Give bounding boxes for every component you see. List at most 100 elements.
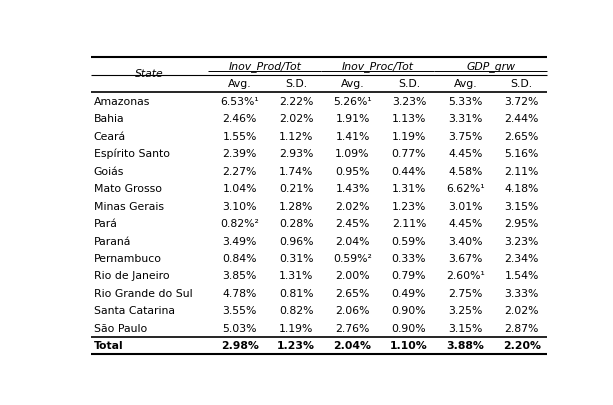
Text: 1.23%: 1.23% bbox=[392, 201, 426, 211]
Text: Rio Grande do Sul: Rio Grande do Sul bbox=[94, 288, 192, 298]
Text: 2.11%: 2.11% bbox=[392, 219, 426, 228]
Text: 1.19%: 1.19% bbox=[279, 323, 313, 333]
Text: 1.09%: 1.09% bbox=[335, 149, 370, 159]
Text: State: State bbox=[135, 69, 164, 79]
Text: GDP_grw: GDP_grw bbox=[466, 61, 515, 72]
Text: 0.59%²: 0.59%² bbox=[333, 254, 372, 263]
Text: 0.77%: 0.77% bbox=[392, 149, 426, 159]
Text: 0.33%: 0.33% bbox=[392, 254, 426, 263]
Text: 3.67%: 3.67% bbox=[448, 254, 482, 263]
Text: 1.12%: 1.12% bbox=[279, 131, 313, 141]
Text: 1.31%: 1.31% bbox=[392, 184, 426, 194]
Text: Inov_Prod/Tot: Inov_Prod/Tot bbox=[229, 61, 302, 72]
Text: 1.41%: 1.41% bbox=[335, 131, 370, 141]
Text: Goiás: Goiás bbox=[94, 166, 124, 176]
Text: 1.28%: 1.28% bbox=[279, 201, 313, 211]
Text: Santa Catarina: Santa Catarina bbox=[94, 306, 175, 315]
Text: 0.21%: 0.21% bbox=[279, 184, 313, 194]
Text: 0.28%: 0.28% bbox=[279, 219, 313, 228]
Text: 0.59%: 0.59% bbox=[392, 236, 426, 246]
Text: 3.72%: 3.72% bbox=[504, 96, 539, 107]
Text: 1.54%: 1.54% bbox=[504, 271, 539, 281]
Text: 3.31%: 3.31% bbox=[448, 114, 482, 124]
Text: 3.49%: 3.49% bbox=[223, 236, 257, 246]
Text: 2.76%: 2.76% bbox=[335, 323, 370, 333]
Text: Rio de Janeiro: Rio de Janeiro bbox=[94, 271, 169, 281]
Text: 0.49%: 0.49% bbox=[392, 288, 426, 298]
Text: Avg.: Avg. bbox=[454, 79, 477, 89]
Text: 0.96%: 0.96% bbox=[279, 236, 313, 246]
Text: Ceará: Ceará bbox=[94, 131, 126, 141]
Text: 2.65%: 2.65% bbox=[504, 131, 539, 141]
Text: 3.40%: 3.40% bbox=[448, 236, 482, 246]
Text: Pará: Pará bbox=[94, 219, 118, 228]
Text: 6.53%¹: 6.53%¹ bbox=[221, 96, 259, 107]
Text: Minas Gerais: Minas Gerais bbox=[94, 201, 164, 211]
Text: Espírito Santo: Espírito Santo bbox=[94, 149, 170, 159]
Text: 2.75%: 2.75% bbox=[448, 288, 482, 298]
Text: 1.55%: 1.55% bbox=[223, 131, 257, 141]
Text: 3.10%: 3.10% bbox=[223, 201, 257, 211]
Text: 3.55%: 3.55% bbox=[223, 306, 257, 315]
Text: 3.25%: 3.25% bbox=[448, 306, 482, 315]
Text: 1.19%: 1.19% bbox=[392, 131, 426, 141]
Text: 0.90%: 0.90% bbox=[392, 323, 426, 333]
Text: Mato Grosso: Mato Grosso bbox=[94, 184, 162, 194]
Text: S.D.: S.D. bbox=[398, 79, 420, 89]
Text: 2.20%: 2.20% bbox=[503, 341, 541, 350]
Text: 3.23%: 3.23% bbox=[504, 236, 539, 246]
Text: 0.84%: 0.84% bbox=[223, 254, 257, 263]
Text: 0.31%: 0.31% bbox=[279, 254, 313, 263]
Text: 4.18%: 4.18% bbox=[504, 184, 539, 194]
Text: 1.43%: 1.43% bbox=[335, 184, 370, 194]
Text: 1.91%: 1.91% bbox=[335, 114, 370, 124]
Text: 6.62%¹: 6.62%¹ bbox=[446, 184, 485, 194]
Text: Bahia: Bahia bbox=[94, 114, 124, 124]
Text: São Paulo: São Paulo bbox=[94, 323, 147, 333]
Text: 2.04%: 2.04% bbox=[333, 341, 371, 350]
Text: 4.58%: 4.58% bbox=[448, 166, 482, 176]
Text: 2.39%: 2.39% bbox=[223, 149, 257, 159]
Text: 2.02%: 2.02% bbox=[504, 306, 539, 315]
Text: 1.10%: 1.10% bbox=[390, 341, 428, 350]
Text: 0.82%: 0.82% bbox=[279, 306, 313, 315]
Text: 3.15%: 3.15% bbox=[504, 201, 539, 211]
Text: Total: Total bbox=[94, 341, 123, 350]
Text: 2.45%: 2.45% bbox=[335, 219, 370, 228]
Text: 4.78%: 4.78% bbox=[223, 288, 257, 298]
Text: 0.95%: 0.95% bbox=[335, 166, 370, 176]
Text: 2.06%: 2.06% bbox=[335, 306, 370, 315]
Text: 2.44%: 2.44% bbox=[504, 114, 539, 124]
Text: 1.31%: 1.31% bbox=[279, 271, 313, 281]
Text: 1.13%: 1.13% bbox=[392, 114, 426, 124]
Text: 3.23%: 3.23% bbox=[392, 96, 426, 107]
Text: 2.27%: 2.27% bbox=[223, 166, 257, 176]
Text: Paraná: Paraná bbox=[94, 236, 131, 246]
Text: 5.03%: 5.03% bbox=[223, 323, 257, 333]
Text: 2.11%: 2.11% bbox=[504, 166, 539, 176]
Text: 0.90%: 0.90% bbox=[392, 306, 426, 315]
Text: Pernambuco: Pernambuco bbox=[94, 254, 162, 263]
Text: S.D.: S.D. bbox=[285, 79, 307, 89]
Text: Amazonas: Amazonas bbox=[94, 96, 150, 107]
Text: 0.44%: 0.44% bbox=[392, 166, 426, 176]
Text: Avg.: Avg. bbox=[228, 79, 251, 89]
Text: 2.46%: 2.46% bbox=[223, 114, 257, 124]
Text: 2.87%: 2.87% bbox=[504, 323, 539, 333]
Text: 2.95%: 2.95% bbox=[504, 219, 539, 228]
Text: 0.81%: 0.81% bbox=[279, 288, 313, 298]
Text: 0.79%: 0.79% bbox=[392, 271, 426, 281]
Text: 2.02%: 2.02% bbox=[335, 201, 370, 211]
Text: 5.33%: 5.33% bbox=[448, 96, 482, 107]
Text: 3.75%: 3.75% bbox=[448, 131, 482, 141]
Text: 2.04%: 2.04% bbox=[335, 236, 370, 246]
Text: 2.22%: 2.22% bbox=[279, 96, 313, 107]
Text: 2.98%: 2.98% bbox=[221, 341, 259, 350]
Text: 2.65%: 2.65% bbox=[335, 288, 370, 298]
Text: 2.34%: 2.34% bbox=[504, 254, 539, 263]
Text: 3.88%: 3.88% bbox=[446, 341, 484, 350]
Text: 1.23%: 1.23% bbox=[277, 341, 315, 350]
Text: 5.26%¹: 5.26%¹ bbox=[333, 96, 372, 107]
Text: 3.01%: 3.01% bbox=[448, 201, 482, 211]
Text: 0.82%²: 0.82%² bbox=[220, 219, 259, 228]
